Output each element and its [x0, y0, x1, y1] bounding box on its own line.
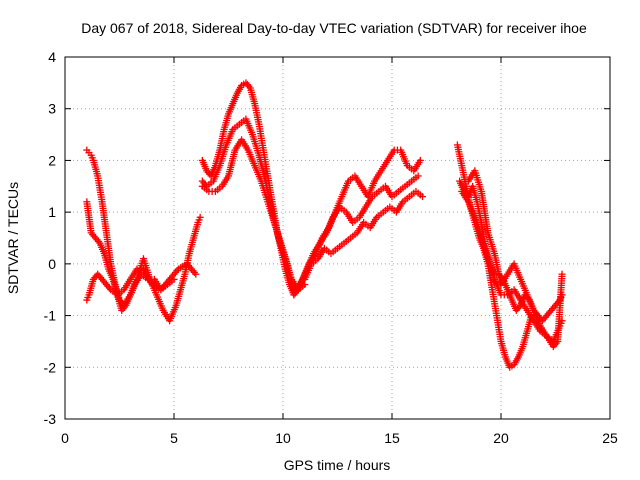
- x-tick-label: 10: [275, 430, 291, 446]
- data-point: [416, 156, 424, 164]
- y-tick-label: 0: [48, 256, 56, 272]
- data-point: [414, 172, 422, 180]
- data-point: [290, 291, 298, 299]
- plot-frame: [64, 56, 611, 420]
- x-tick-label: 25: [602, 430, 618, 446]
- y-tick-label: 2: [48, 152, 56, 168]
- axis-ticks: 0 5 10 15 20 25 -3 -2 -1 0 1 2 3 4: [44, 49, 618, 446]
- y-tick-label: 4: [48, 49, 56, 65]
- grid: [65, 57, 610, 419]
- y-axis-label: SDTVAR / TECUs: [5, 182, 21, 294]
- data-point: [192, 270, 200, 278]
- x-tick-label: 15: [384, 430, 400, 446]
- x-tick-label: 0: [61, 430, 69, 446]
- y-tick-label: 3: [48, 101, 56, 117]
- x-tick-label: 20: [493, 430, 509, 446]
- y-tick-label: -3: [44, 411, 57, 427]
- y-tick-label: -1: [44, 308, 57, 324]
- data-point: [558, 270, 566, 278]
- chart-title: Day 067 of 2018, Sidereal Day-to-day VTE…: [81, 20, 587, 36]
- data-point: [419, 193, 427, 201]
- y-tick-label: -2: [44, 359, 57, 375]
- x-axis-label: GPS time / hours: [284, 457, 391, 473]
- data-points: [83, 79, 566, 371]
- x-tick-label: 5: [170, 430, 178, 446]
- data-point: [196, 213, 204, 221]
- y-tick-label: 1: [48, 204, 56, 220]
